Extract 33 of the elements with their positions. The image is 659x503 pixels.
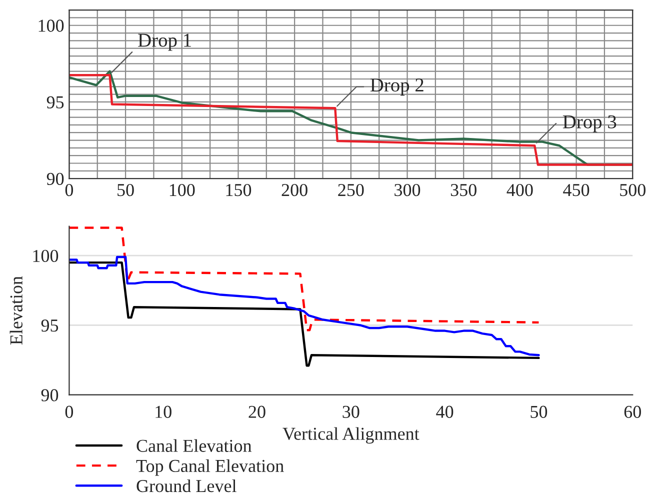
x-tick-label: 450 [563, 184, 590, 196]
x-tick-label: 250 [338, 184, 364, 196]
line-series [69, 226, 540, 332]
x-tick-label: 400 [506, 184, 533, 196]
x-tick-label: 60 [624, 406, 641, 418]
y-axis-title: Elevation [10, 276, 22, 345]
x-tick-label: 40 [436, 406, 454, 418]
x-tick-label: 150 [226, 184, 252, 196]
x-tick-label: 200 [282, 184, 308, 196]
annotation: Drop 1 [138, 34, 191, 51]
legend-label: Canal Elevation [136, 439, 252, 452]
x-tick-label: 300 [394, 184, 420, 196]
x-tick-label: 30 [342, 406, 360, 418]
legend-label: Ground Level [136, 479, 236, 492]
x-tick-label: 0 [65, 184, 74, 196]
x-tick-label: 500 [620, 184, 646, 196]
y-tick-label: 100 [38, 20, 64, 32]
x-tick-label: 50 [118, 184, 134, 196]
y-tick-label: 90 [46, 172, 64, 186]
x-tick-label: 0 [65, 406, 74, 418]
x-tick-label: 10 [156, 406, 172, 418]
annotation: Drop 2 [370, 78, 424, 96]
x-tick-label: 350 [450, 184, 476, 196]
x-tick-label: 100 [170, 184, 195, 196]
y-tick-label: 90 [41, 389, 58, 402]
y-tick-label: 100 [33, 250, 58, 262]
annotation: Drop 3 [562, 115, 616, 132]
y-tick-label: 95 [41, 320, 58, 332]
y-tick-label: 95 [46, 96, 64, 108]
legend-label: Top Canal Elevation [136, 459, 284, 476]
x-tick-label: 50 [530, 406, 548, 418]
x-axis-title: Vertical Alignment [282, 427, 420, 444]
x-tick-label: 20 [248, 406, 266, 418]
